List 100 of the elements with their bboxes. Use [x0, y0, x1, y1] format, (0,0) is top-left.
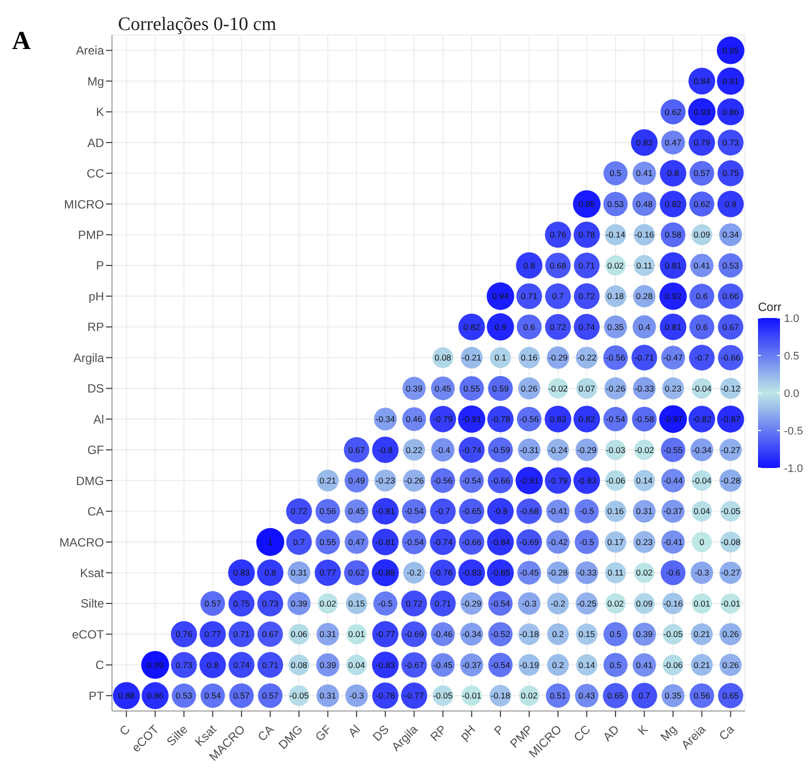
data-label: 0.1 [494, 352, 507, 363]
data-label: 0.56 [320, 506, 336, 516]
data-label: -0.31 [520, 444, 540, 455]
y-tick-label: CA [87, 504, 104, 519]
color-bar-title: Corr [758, 300, 782, 314]
data-label: 0.51 [550, 690, 567, 701]
data-label: 0.21 [320, 476, 336, 486]
x-tick-label: RP [428, 722, 450, 744]
data-label: 0.34 [722, 230, 740, 240]
data-label: -0.37 [462, 660, 482, 670]
data-label: 0.86 [146, 690, 164, 701]
data-label: -0.74 [462, 444, 482, 455]
data-label: 0.94 [492, 291, 509, 302]
data-label: 0.57 [694, 168, 710, 178]
data-label: 0.02 [607, 260, 624, 270]
data-label: 0.79 [694, 138, 710, 148]
data-label: -0.7 [436, 506, 450, 516]
data-label: 0.75 [722, 168, 740, 178]
data-label: -0.3 [694, 568, 710, 578]
data-label: -0.66 [490, 476, 510, 486]
y-tick-label: K [96, 105, 104, 120]
data-label: 0.74 [233, 660, 250, 670]
y-tick-label: MICRO [64, 197, 104, 212]
data-label: 0.77 [204, 629, 222, 640]
data-label: 0.07 [578, 383, 596, 394]
data-label: -0.16 [663, 598, 684, 608]
data-label: 0.71 [262, 660, 279, 670]
data-label: -0.3 [349, 690, 364, 701]
x-tick-label: GF [312, 722, 334, 744]
text: A [12, 26, 31, 56]
data-label: -0.05 [720, 506, 741, 516]
data-label: -0.77 [376, 629, 396, 640]
data-label: 0.6 [696, 322, 708, 332]
data-label: 0.76 [550, 230, 567, 240]
data-label: -0.88 [376, 568, 396, 578]
data-label: 0.46 [406, 414, 423, 424]
data-label: 0.41 [694, 260, 710, 270]
data-label: 0.11 [608, 568, 624, 578]
data-label: -0.59 [490, 444, 510, 455]
data-label: 0.65 [722, 690, 740, 701]
data-label: 0.9 [494, 322, 507, 332]
data-label: 0.62 [348, 568, 366, 578]
data-label: 0.5 [610, 660, 622, 670]
data-label: -0.44 [663, 476, 684, 486]
data-label: -0.27 [720, 444, 741, 455]
x-tick-label: Al [345, 722, 363, 740]
y-tick-label: DMG [76, 474, 104, 488]
y-tick-label: Silte [80, 596, 104, 611]
data-label: 0.56 [694, 690, 710, 701]
data-label: 0.71 [434, 598, 452, 608]
data-label: 0.75 [233, 598, 250, 608]
data-label: -0.7 [694, 352, 710, 363]
y-tick-label: CC [86, 166, 104, 181]
data-label: 0.02 [520, 690, 538, 701]
data-label: 0.01 [348, 629, 366, 640]
data-label: 0.74 [578, 322, 596, 332]
data-label: 0.76 [176, 629, 192, 640]
data-label: -0.81 [376, 536, 396, 547]
data-label: 0.09 [694, 230, 710, 240]
data-label: -0.3 [522, 598, 537, 608]
data-label: -0.05 [433, 690, 453, 701]
data-label: 0.23 [636, 536, 653, 547]
data-label: 0.72 [578, 291, 596, 302]
data-label: 0.8 [206, 660, 219, 670]
data-label: 0.62 [664, 106, 682, 117]
data-label: -0.22 [577, 352, 597, 363]
data-label: -0.2 [406, 568, 422, 578]
data-label: 0.04 [348, 660, 366, 670]
data-label: -0.69 [520, 536, 540, 547]
y-tick-label: PMP [78, 228, 104, 242]
data-label: 0.84 [694, 76, 710, 86]
data-label: -0.54 [606, 414, 626, 424]
data-label: 0.4 [638, 322, 650, 332]
y-tick-label: AD [87, 136, 104, 150]
data-label: 0.02 [607, 598, 624, 608]
data-label: 0.39 [636, 629, 653, 640]
data-label: 0.31 [290, 568, 308, 578]
data-label: -0.87 [720, 414, 741, 424]
data-label: -0.33 [577, 568, 597, 578]
data-label: 0.22 [406, 444, 423, 455]
data-label: -0.05 [663, 629, 684, 640]
data-label: -0.56 [606, 352, 626, 363]
data-label: -0.55 [663, 444, 684, 455]
data-label: 0.6 [523, 322, 536, 332]
data-label: 0.21 [694, 629, 710, 640]
data-label: 0.53 [722, 260, 740, 270]
data-label: -0.52 [490, 629, 510, 640]
data-label: 0.83 [636, 138, 653, 148]
data-label: 0.7 [638, 690, 650, 701]
data-label: -0.2 [550, 598, 566, 608]
data-label: 0.88 [118, 690, 135, 701]
x-tick-label: Ca [716, 722, 738, 744]
data-label: -0.84 [490, 536, 510, 547]
data-label: -0.27 [720, 568, 741, 578]
data-label: 0.72 [550, 322, 567, 332]
x-tick-label: Silte [164, 722, 191, 749]
data-label: 0.57 [204, 598, 222, 608]
data-label: -0.71 [634, 352, 654, 363]
x-tick-label: P [491, 722, 507, 738]
data-label: -0.54 [490, 660, 510, 670]
